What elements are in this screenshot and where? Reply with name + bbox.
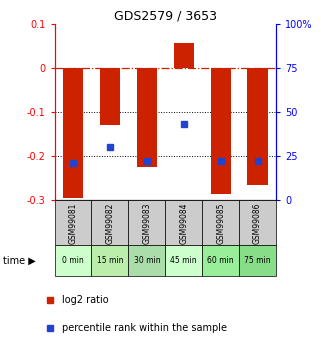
Bar — [100, 68, 120, 125]
Text: GSM99083: GSM99083 — [142, 202, 152, 244]
Text: 45 min: 45 min — [170, 256, 197, 265]
Bar — [91, 200, 128, 245]
Text: time ▶: time ▶ — [3, 256, 36, 265]
Bar — [239, 245, 276, 276]
Text: percentile rank within the sample: percentile rank within the sample — [62, 323, 227, 333]
Bar — [63, 68, 83, 198]
Bar — [202, 200, 239, 245]
Bar — [239, 200, 276, 245]
Text: 60 min: 60 min — [207, 256, 234, 265]
Bar — [137, 68, 157, 167]
Bar — [165, 245, 202, 276]
Bar — [211, 68, 231, 194]
Bar — [55, 200, 91, 245]
Title: GDS2579 / 3653: GDS2579 / 3653 — [114, 10, 217, 23]
Bar — [174, 43, 194, 68]
Bar — [55, 245, 91, 276]
Text: 15 min: 15 min — [97, 256, 123, 265]
Text: log2 ratio: log2 ratio — [62, 295, 109, 305]
Text: 30 min: 30 min — [134, 256, 160, 265]
Bar — [128, 200, 165, 245]
Text: 0 min: 0 min — [62, 256, 84, 265]
Bar — [91, 245, 128, 276]
Text: GSM99081: GSM99081 — [68, 202, 78, 244]
Text: GSM99085: GSM99085 — [216, 202, 225, 244]
Bar — [202, 245, 239, 276]
Text: GSM99086: GSM99086 — [253, 202, 262, 244]
Bar — [165, 200, 202, 245]
Text: 75 min: 75 min — [244, 256, 271, 265]
Text: GSM99084: GSM99084 — [179, 202, 188, 244]
Bar — [247, 68, 268, 185]
Bar — [128, 245, 165, 276]
Text: GSM99082: GSM99082 — [105, 202, 115, 244]
